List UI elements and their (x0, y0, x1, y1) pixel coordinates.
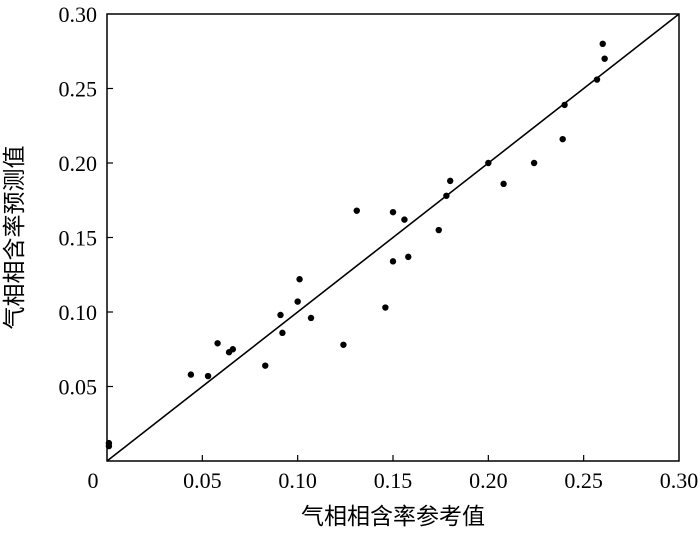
data-point (187, 371, 195, 378)
y-tick-label: 0.25 (59, 77, 98, 102)
y-tick-label: 0.15 (59, 226, 98, 251)
data-point (447, 177, 454, 185)
data-point (279, 329, 286, 337)
data-point (601, 55, 608, 62)
data-point (307, 314, 315, 322)
data-point (277, 311, 284, 319)
x-tick-label: 0.30 (660, 468, 699, 493)
data-point (340, 341, 347, 348)
x-tick-label: 0.10 (278, 468, 317, 493)
data-points (105, 40, 608, 450)
reference-line-y-equals-x (106, 13, 680, 462)
y-tick-label: 0.05 (59, 375, 98, 400)
x-tick-label: 0.15 (374, 468, 413, 493)
data-point (389, 208, 397, 216)
data-point (262, 362, 269, 369)
data-point (214, 340, 221, 347)
x-tick-label: 0.20 (469, 468, 508, 493)
y-tick-label: 0.20 (59, 151, 98, 176)
data-point (204, 372, 212, 380)
x-axis-title: 气相相含率参考值 (301, 504, 485, 530)
plot-area (105, 13, 680, 462)
data-point (105, 442, 113, 450)
y-tick-label: 0.30 (59, 2, 98, 27)
data-point (593, 76, 601, 83)
y-axis-ticks: 0.05 0.10 0.15 0.20 0.25 0.30 (59, 2, 113, 400)
data-point (229, 346, 237, 353)
x-tick-label: 0.05 (183, 468, 222, 493)
data-point (443, 192, 450, 199)
y-axis-title: 气相相含率预测值 (2, 146, 28, 330)
data-point (485, 159, 492, 167)
x-tick-label: 0.25 (564, 468, 603, 493)
data-point (561, 101, 568, 109)
data-point (294, 298, 301, 305)
data-point (382, 304, 389, 311)
data-point (405, 253, 412, 261)
data-point (296, 276, 303, 283)
data-point (530, 159, 538, 167)
data-point (559, 135, 566, 143)
y-tick-label: 0.10 (59, 300, 98, 325)
x-axis-ticks: 0 0.05 0.10 0.15 0.20 0.25 0.30 (88, 455, 699, 493)
x-tick-label: 0 (88, 468, 99, 493)
data-point (599, 40, 606, 47)
data-point (435, 226, 442, 234)
data-point (353, 207, 360, 214)
data-point (401, 216, 408, 223)
data-point (389, 258, 397, 265)
data-point (500, 180, 507, 188)
